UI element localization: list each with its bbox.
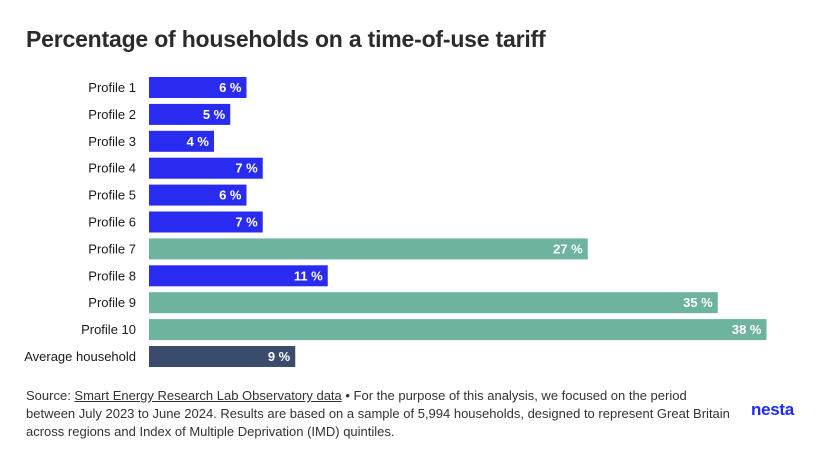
value-label: 5 %	[203, 107, 226, 122]
bar-chart: Profile 1 6 % Profile 2 5 % Profile 3 4 % Prof…	[24, 77, 767, 367]
bar	[149, 184, 247, 206]
category-label: Profile 3	[88, 134, 136, 149]
bar	[149, 238, 588, 260]
source-text: • For the purpose of this analysis, we f…	[26, 388, 730, 439]
source-prefix: Source:	[26, 388, 75, 403]
category-label: Profile 9	[88, 295, 136, 310]
category-label: Profile 8	[88, 268, 136, 283]
value-label: 7 %	[235, 161, 258, 176]
category-label: Profile 4	[88, 161, 136, 176]
source-link[interactable]: Smart Energy Research Lab Observatory da…	[74, 388, 342, 403]
bar	[149, 265, 328, 287]
nesta-logo: nesta	[751, 400, 794, 419]
value-label: 7 %	[235, 215, 258, 230]
bar	[149, 346, 296, 367]
value-label: 4 %	[187, 134, 210, 149]
source-note: Source: Smart Energy Research Lab Observ…	[26, 387, 736, 441]
value-label: 35 %	[683, 295, 713, 310]
category-label: Profile 1	[88, 80, 136, 95]
bar	[149, 211, 263, 233]
bar	[149, 130, 214, 152]
bar	[149, 77, 247, 98]
category-label: Profile 5	[88, 188, 136, 203]
bar	[149, 292, 718, 314]
value-label: 6 %	[219, 80, 242, 95]
bar	[149, 103, 231, 125]
category-label: Profile 6	[88, 215, 136, 230]
chart-title: Percentage of households on a time-of-us…	[26, 26, 546, 52]
bar	[149, 319, 767, 341]
value-label: 9 %	[268, 349, 291, 364]
value-label: 6 %	[219, 188, 242, 203]
category-label: Average household	[24, 349, 136, 364]
bar	[149, 157, 263, 179]
value-label: 27 %	[553, 241, 583, 256]
category-label: Profile 2	[88, 107, 136, 122]
value-label: 11 %	[294, 268, 323, 283]
value-label: 38 %	[732, 322, 762, 337]
category-label: Profile 7	[88, 241, 136, 256]
category-label: Profile 10	[81, 322, 136, 337]
